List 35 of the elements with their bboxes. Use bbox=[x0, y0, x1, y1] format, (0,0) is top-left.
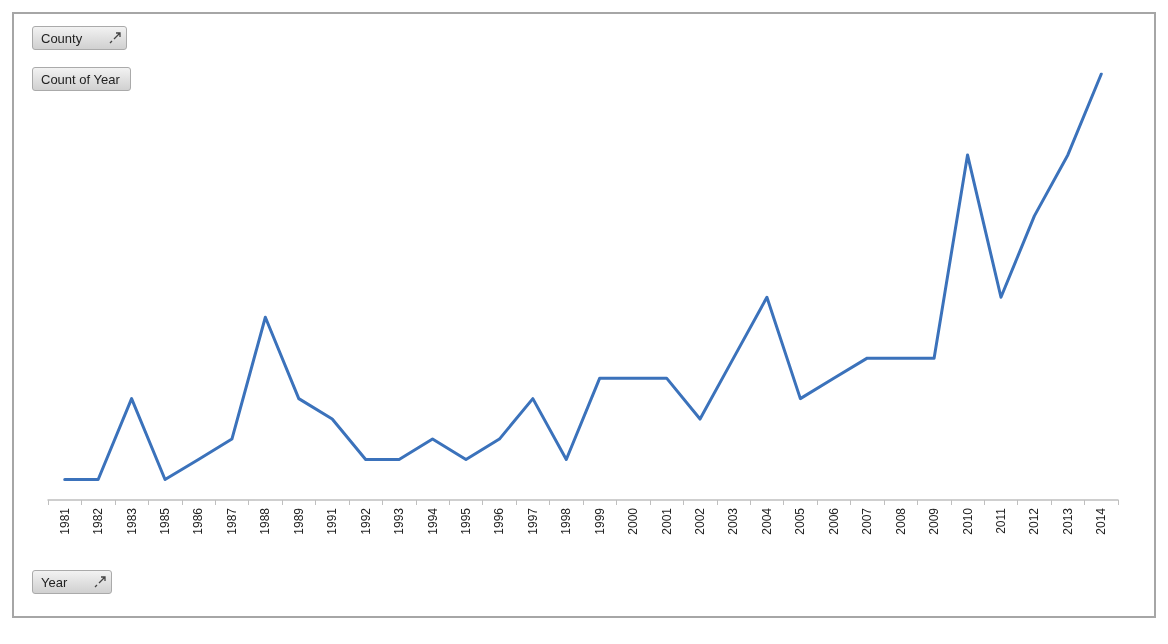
x-tick-label: 1987 bbox=[224, 507, 239, 535]
x-tick-label: 1999 bbox=[592, 507, 607, 535]
text: Year bbox=[32, 570, 113, 594]
x-tick-label: 1985 bbox=[158, 507, 173, 535]
x-tick-label: 2013 bbox=[1060, 507, 1075, 535]
text: County bbox=[32, 26, 128, 50]
x-tick-label: 2012 bbox=[1027, 507, 1042, 535]
x-tick-label: 2003 bbox=[726, 507, 741, 535]
x-tick-label: 1988 bbox=[258, 507, 273, 535]
x-tick-label: 1998 bbox=[559, 507, 574, 535]
x-tick-label: 2001 bbox=[659, 507, 674, 535]
x-tick-label: 2004 bbox=[759, 507, 774, 535]
x-tick-label: 1981 bbox=[57, 507, 72, 535]
x-tick-label: 1994 bbox=[425, 507, 440, 535]
x-tick-label: 1993 bbox=[392, 507, 407, 535]
x-tick-label: 2005 bbox=[793, 507, 808, 535]
x-tick-label: 1983 bbox=[124, 507, 139, 535]
x-tick-label: 1995 bbox=[458, 507, 473, 535]
x-tick-label: 1989 bbox=[291, 507, 306, 535]
x-tick-label: 2002 bbox=[693, 507, 708, 535]
x-tick-label: 2009 bbox=[927, 507, 942, 535]
x-tick-label: 1991 bbox=[325, 507, 340, 535]
x-tick-label: 2011 bbox=[993, 507, 1008, 534]
x-tick-label: 2008 bbox=[893, 507, 908, 535]
x-tick-label: 1996 bbox=[492, 507, 507, 535]
x-tick-label: 2000 bbox=[626, 507, 641, 535]
annotation: Count of Year bbox=[32, 67, 131, 91]
x-tick-label: 1986 bbox=[191, 507, 206, 535]
x-tick-label: 2010 bbox=[960, 507, 975, 535]
x-tick-label: 1992 bbox=[358, 507, 373, 535]
x-tick-label: 2007 bbox=[860, 507, 875, 535]
x-tick-label: 2006 bbox=[826, 507, 841, 535]
x-tick-label: 1982 bbox=[91, 507, 106, 535]
x-tick-label: 1997 bbox=[525, 507, 540, 535]
x-tick-label: 2014 bbox=[1094, 507, 1109, 535]
